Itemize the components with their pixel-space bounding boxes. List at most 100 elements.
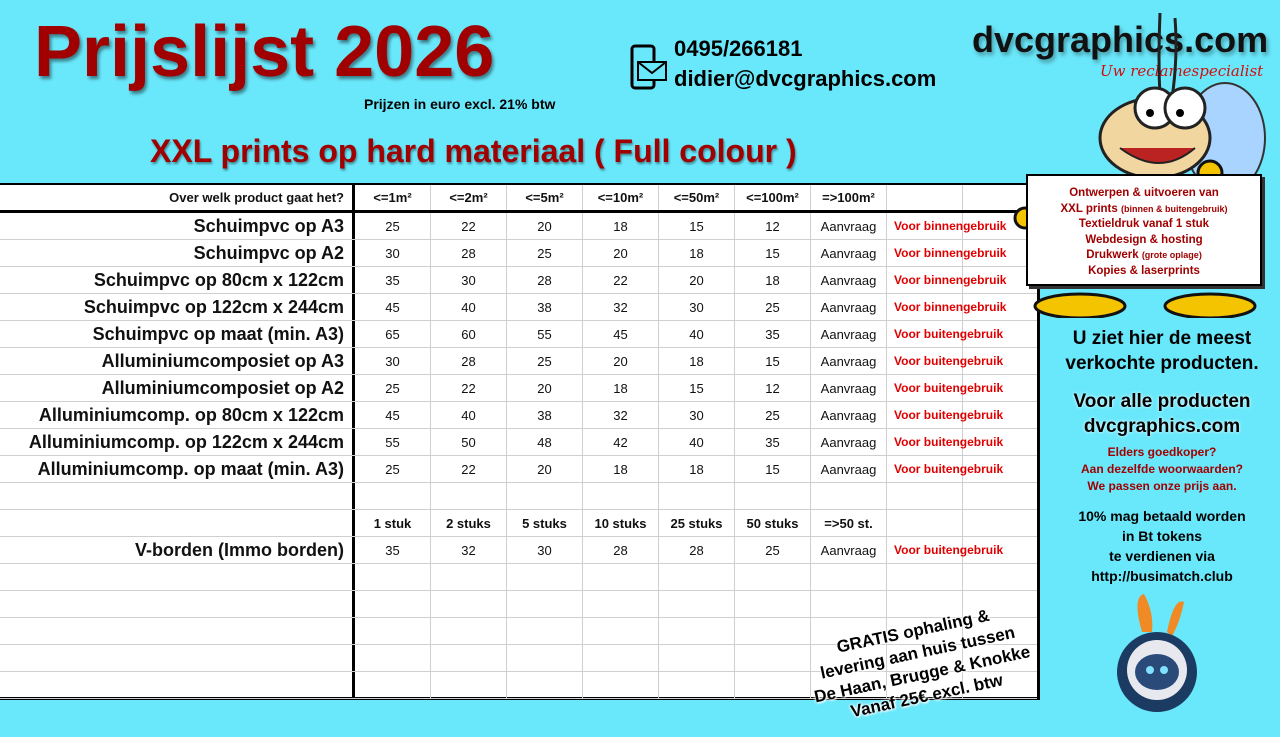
price-cell: Aanvraag <box>811 240 887 266</box>
price-cell: <=1m² <box>355 185 431 210</box>
promo-line: Webdesign & hosting <box>1085 233 1203 246</box>
product-name <box>0 591 355 617</box>
price-cell <box>507 645 583 671</box>
price-cell: 45 <box>583 321 659 347</box>
table-row <box>0 672 1037 699</box>
usage-note: Voor buitengebruik <box>887 429 1003 455</box>
price-cell: 35 <box>735 321 811 347</box>
price-cell: 20 <box>507 456 583 482</box>
product-name <box>0 672 355 698</box>
side-line: U ziet hier de meest <box>1072 328 1252 349</box>
price-cell <box>963 537 1037 563</box>
price-cell: =>100m² <box>811 185 887 210</box>
product-name: Alluminiumcomposiet op A2 <box>0 375 355 401</box>
price-cell: 30 <box>355 240 431 266</box>
price-cell <box>355 672 431 698</box>
price-cell: 25 <box>735 402 811 428</box>
website-link[interactable]: dvcgraphics.com <box>1083 416 1241 437</box>
price-cell <box>811 564 887 590</box>
price-cell: 22 <box>431 213 507 239</box>
side-line: Voor alle producten <box>1073 391 1251 412</box>
busimatch-link[interactable]: http://busimatch.club <box>1091 568 1233 584</box>
price-cell: 30 <box>355 348 431 374</box>
price-cell <box>659 618 735 644</box>
usage-note <box>887 483 963 509</box>
side-line: 10% mag betaald worden <box>1078 508 1246 524</box>
price-cell <box>507 564 583 590</box>
product-name: Schuimpvc op 80cm x 122cm <box>0 267 355 293</box>
price-cell <box>431 564 507 590</box>
section-heading: XXL prints op hard materiaal ( Full colo… <box>150 133 797 169</box>
product-name: Schuimpvc op A3 <box>0 213 355 239</box>
price-cell: 20 <box>583 348 659 374</box>
price-cell <box>583 672 659 698</box>
price-cell: 5 stuks <box>507 510 583 536</box>
logo-tagline: Uw reclamespecialist <box>1100 62 1264 80</box>
price-cell <box>355 591 431 617</box>
price-cell <box>735 564 811 590</box>
side-line: in Bt tokens <box>1121 528 1203 544</box>
price-cell: 40 <box>431 402 507 428</box>
price-cell: 60 <box>431 321 507 347</box>
price-cell: 30 <box>659 294 735 320</box>
price-cell: 20 <box>507 213 583 239</box>
side-text-bestsellers: U ziet hier de meest verkochte producten. <box>1044 326 1280 376</box>
price-cell: =>50 st. <box>811 510 887 536</box>
price-cell: 20 <box>583 240 659 266</box>
price-cell <box>507 483 583 509</box>
table-row: Schuimpvc op 80cm x 122cm 35 30 28 22 20 18 Aan… <box>0 267 1037 294</box>
price-cell: 1 stuk <box>355 510 431 536</box>
price-cell: 40 <box>659 429 735 455</box>
price-cell <box>963 564 1037 590</box>
price-cell: 2 stuks <box>431 510 507 536</box>
price-cell: 15 <box>735 456 811 482</box>
price-cell: <=10m² <box>583 185 659 210</box>
price-cell: 28 <box>659 537 735 563</box>
price-cell <box>659 672 735 698</box>
usage-note: Voor buitengebruik <box>887 456 1003 482</box>
price-cell <box>963 483 1037 509</box>
price-cell <box>963 429 1037 455</box>
price-cell: 55 <box>507 321 583 347</box>
price-cell: 45 <box>355 294 431 320</box>
side-line: Aan dezelfde woorwaarden? <box>1080 462 1244 476</box>
side-line: Elders goedkoper? <box>1107 445 1217 459</box>
product-name: Alluminiumcomp. op 122cm x 244cm <box>0 429 355 455</box>
price-cell <box>431 483 507 509</box>
price-cell <box>583 591 659 617</box>
usage-note: Voor buitengebruik <box>887 537 1003 563</box>
price-cell: 25 <box>507 348 583 374</box>
price-cell <box>735 618 811 644</box>
table-row: Alluminiumcomp. op 80cm x 122cm 45 40 38 32 3… <box>0 402 1037 429</box>
price-cell: Aanvraag <box>811 456 887 482</box>
product-name <box>0 618 355 644</box>
usage-note <box>887 591 963 617</box>
price-cell <box>811 618 887 644</box>
price-cell <box>811 483 887 509</box>
product-name <box>0 645 355 671</box>
price-cell: 45 <box>355 402 431 428</box>
price-cell <box>431 618 507 644</box>
price-cell <box>963 456 1037 482</box>
price-cell <box>735 672 811 698</box>
price-cell: 30 <box>431 267 507 293</box>
price-cell: 22 <box>583 267 659 293</box>
price-cell <box>963 321 1037 347</box>
price-cell: 22 <box>431 456 507 482</box>
price-cell: 32 <box>583 402 659 428</box>
price-cell: Aanvraag <box>811 402 887 428</box>
price-cell <box>431 672 507 698</box>
price-cell: 28 <box>583 537 659 563</box>
price-cell <box>355 618 431 644</box>
table-row: Schuimpvc op 122cm x 244cm 45 40 38 32 30 25 Aa… <box>0 294 1037 321</box>
price-cell <box>659 591 735 617</box>
price-cell: Aanvraag <box>811 267 887 293</box>
price-cell: 65 <box>355 321 431 347</box>
price-cell <box>583 618 659 644</box>
price-cell: 20 <box>507 375 583 401</box>
phone-number[interactable]: 0495/266181 <box>674 36 803 61</box>
price-cell: <=5m² <box>507 185 583 210</box>
table-row: Alluminiumcomposiet op A3 30 28 25 20 18 15 Aan… <box>0 348 1037 375</box>
email-address[interactable]: didier@dvcgraphics.com <box>674 66 937 91</box>
price-cell: 15 <box>735 240 811 266</box>
